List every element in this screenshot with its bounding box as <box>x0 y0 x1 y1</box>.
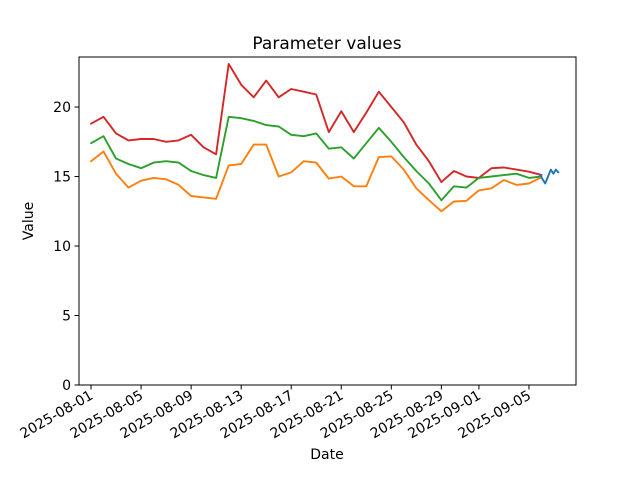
y-tick-label: 10 <box>53 239 71 255</box>
axis-tick-labels: 051015202025-08-012025-08-052025-08-0920… <box>18 100 534 442</box>
y-tick-label: 5 <box>62 309 71 325</box>
y-tick-label: 20 <box>53 100 71 116</box>
y-tick-label: 0 <box>62 378 71 394</box>
series-lines <box>90 62 560 213</box>
x-axis-label: Date <box>310 447 343 463</box>
blue-series-line <box>538 168 560 185</box>
y-axis-label: Value <box>21 202 37 240</box>
plot-area <box>79 57 576 385</box>
orange-series-line <box>90 143 543 213</box>
chart-title: Parameter values <box>252 34 401 54</box>
y-tick-label: 15 <box>53 170 71 186</box>
axis-ticks <box>74 106 530 390</box>
axes-frame <box>78 56 577 386</box>
green-series-line <box>90 115 543 202</box>
red-series-line <box>90 62 543 184</box>
